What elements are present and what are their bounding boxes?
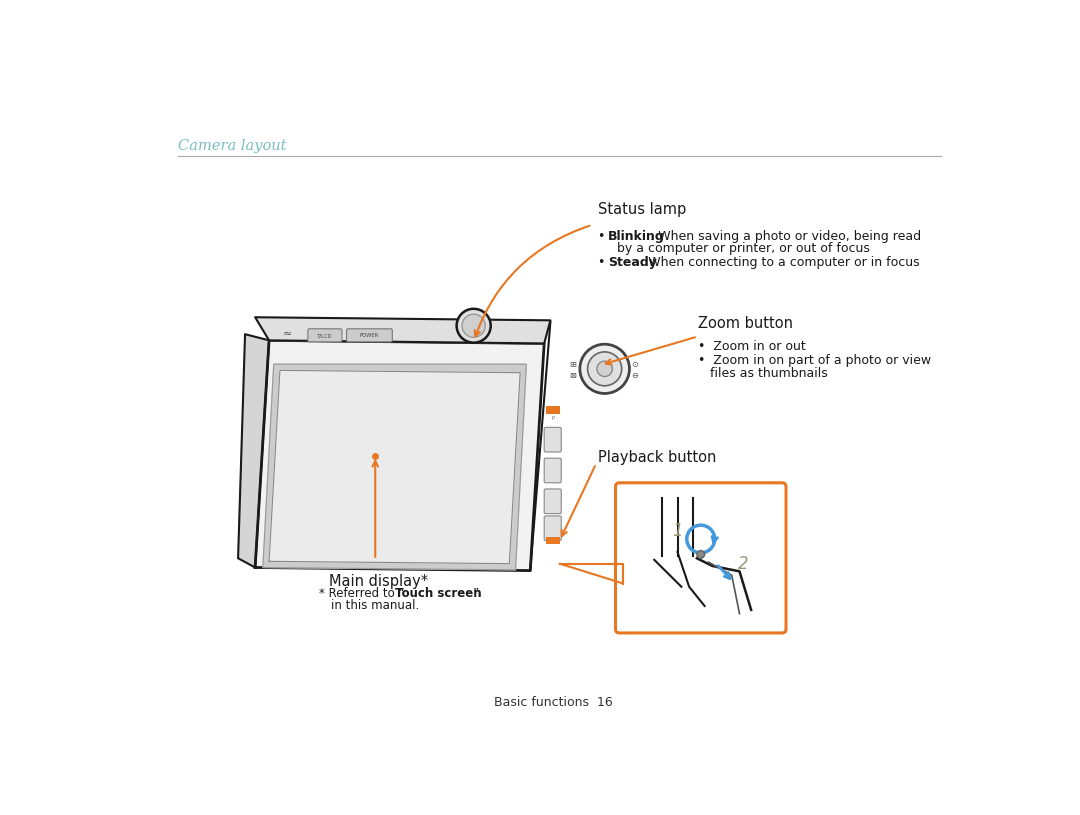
Text: Status lamp: Status lamp — [598, 202, 687, 217]
Text: 2: 2 — [738, 555, 748, 573]
Bar — [545, 537, 559, 544]
Text: : When connecting to a computer or in focus: : When connecting to a computer or in fo… — [639, 257, 919, 270]
Text: Camera layout: Camera layout — [177, 139, 286, 152]
Circle shape — [457, 309, 490, 342]
Circle shape — [697, 551, 704, 558]
Text: ≈: ≈ — [283, 329, 293, 339]
Text: •  Zoom in or out: • Zoom in or out — [698, 341, 806, 354]
Text: files as thumbnails: files as thumbnails — [710, 368, 827, 381]
FancyBboxPatch shape — [544, 516, 562, 540]
Polygon shape — [269, 370, 521, 564]
Text: POWER: POWER — [360, 333, 379, 338]
FancyBboxPatch shape — [616, 482, 786, 633]
Bar — [545, 406, 559, 413]
Polygon shape — [255, 341, 544, 570]
Circle shape — [462, 314, 485, 337]
Text: Zoom button: Zoom button — [698, 316, 793, 331]
Text: ”: ” — [473, 587, 480, 600]
Circle shape — [580, 344, 630, 394]
Text: ⊠: ⊠ — [569, 371, 577, 380]
Text: •: • — [598, 231, 610, 243]
Polygon shape — [238, 334, 269, 567]
Circle shape — [588, 352, 622, 385]
Text: Playback button: Playback button — [598, 450, 717, 465]
FancyBboxPatch shape — [308, 328, 342, 341]
Text: by a computer or printer, or out of focus: by a computer or printer, or out of focu… — [617, 242, 869, 255]
Polygon shape — [255, 317, 551, 343]
Text: P: P — [551, 416, 554, 421]
Text: •  Zoom in on part of a photo or view: • Zoom in on part of a photo or view — [698, 355, 931, 368]
Text: Basic functions  16: Basic functions 16 — [495, 696, 612, 709]
Text: ⊖: ⊖ — [632, 371, 638, 380]
Text: Touch screen: Touch screen — [395, 587, 482, 600]
Text: •: • — [598, 257, 610, 270]
Text: : When saving a photo or video, being read: : When saving a photo or video, being re… — [650, 231, 921, 243]
Text: ⊙: ⊙ — [632, 360, 638, 369]
FancyBboxPatch shape — [544, 458, 562, 482]
Text: ⊞: ⊞ — [569, 360, 577, 369]
FancyBboxPatch shape — [544, 427, 562, 452]
Circle shape — [597, 361, 612, 377]
Text: T/LCD: T/LCD — [318, 333, 333, 338]
Polygon shape — [262, 364, 526, 570]
Text: * Referred to “: * Referred to “ — [319, 587, 404, 600]
Text: in this manual.: in this manual. — [332, 599, 419, 612]
FancyBboxPatch shape — [347, 328, 392, 341]
FancyBboxPatch shape — [544, 489, 562, 513]
Text: Steady: Steady — [608, 257, 657, 270]
Text: 1: 1 — [672, 522, 683, 540]
Text: Blinking: Blinking — [608, 231, 664, 243]
Text: Main display*: Main display* — [328, 574, 428, 588]
